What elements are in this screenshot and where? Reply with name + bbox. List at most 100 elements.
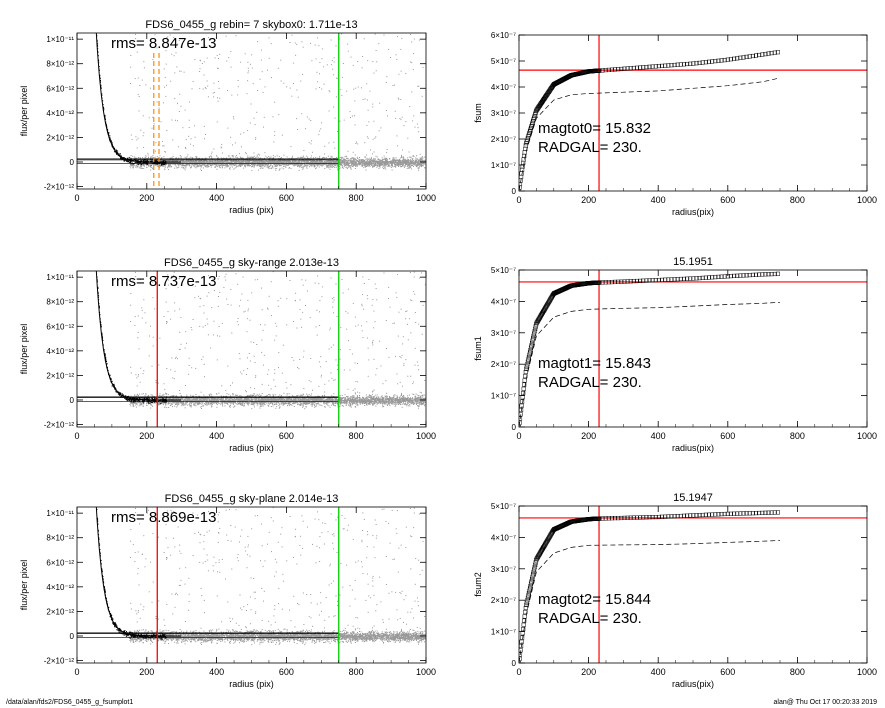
scatter-point	[265, 162, 267, 164]
scatter-point	[142, 404, 144, 406]
scatter-point	[351, 115, 353, 117]
scatter-point	[341, 33, 343, 35]
scatter-point	[290, 162, 292, 164]
scatter-point	[260, 160, 262, 161]
scatter-point	[364, 161, 366, 163]
square-point	[625, 66, 630, 71]
scatter-point	[208, 163, 210, 165]
scatter-point	[191, 161, 193, 163]
scatter-point	[341, 94, 343, 96]
scatter-point	[150, 166, 152, 167]
scatter-point	[234, 167, 236, 169]
scatter-point	[305, 162, 307, 164]
scatter-point	[164, 151, 166, 152]
scatter-point	[141, 168, 143, 170]
scatter-point	[140, 167, 142, 169]
scatter-point	[400, 162, 402, 165]
scatter-point	[282, 164, 284, 166]
scatter-point	[260, 165, 262, 167]
scatter-point	[249, 122, 251, 124]
scatter-point	[268, 57, 270, 59]
scatter-point	[306, 166, 308, 168]
scatter-point	[372, 159, 374, 161]
scatter-point	[151, 163, 153, 165]
square-point	[549, 85, 554, 91]
scatter-point	[347, 163, 349, 165]
scatter-point	[313, 157, 315, 159]
scatter-point	[346, 163, 348, 165]
scatter-point	[274, 168, 276, 170]
scatter-point	[411, 168, 413, 170]
scatter-point	[195, 162, 197, 164]
scatter-point	[336, 167, 338, 169]
scatter-point	[399, 118, 401, 119]
scatter-point	[211, 161, 213, 163]
scatter-point	[327, 159, 329, 161]
scatter-point	[175, 165, 177, 167]
scatter-point	[164, 166, 166, 168]
scatter-point	[328, 166, 330, 168]
square-point	[775, 50, 780, 55]
scatter-point	[178, 166, 180, 168]
scatter-point	[218, 58, 219, 59]
scatter-point	[203, 278, 205, 280]
scatter-point	[372, 106, 374, 108]
scatter-point	[263, 164, 265, 166]
scatter-point	[180, 164, 182, 166]
scatter-point	[141, 307, 143, 309]
scatter-point	[216, 168, 218, 170]
scatter-point	[149, 164, 151, 166]
scatter-point	[168, 160, 170, 162]
scatter-point	[288, 160, 290, 162]
scatter-point	[400, 70, 402, 72]
profile-point	[115, 149, 117, 151]
scatter-point	[176, 162, 178, 164]
scatter-point	[303, 166, 305, 168]
scatter-point	[415, 162, 417, 164]
scatter-point	[274, 160, 276, 162]
scatter-point	[227, 164, 229, 166]
scatter-point	[130, 167, 132, 169]
scatter-point	[148, 165, 150, 167]
scatter-point	[339, 161, 341, 163]
scatter-point	[148, 164, 149, 166]
scatter-point	[306, 165, 308, 167]
scatter-point	[349, 405, 351, 407]
profile-point	[119, 153, 121, 155]
scatter-point	[209, 156, 210, 158]
scatter-point	[253, 161, 255, 163]
scatter-point	[275, 165, 277, 167]
scatter-point	[285, 161, 287, 163]
scatter-point	[315, 164, 317, 166]
scatter-point	[366, 154, 368, 156]
scatter-point	[410, 156, 412, 158]
scatter-point	[266, 166, 268, 168]
scatter-point	[351, 160, 353, 161]
scatter-point	[383, 158, 385, 160]
scatter-point	[319, 73, 320, 75]
scatter-point	[166, 407, 168, 409]
scatter-point	[181, 160, 184, 162]
scatter-point	[286, 86, 288, 88]
scatter-point	[167, 36, 169, 38]
scatter-point	[337, 159, 339, 160]
scatter-point	[247, 70, 249, 72]
scatter-point	[200, 162, 203, 164]
scatter-point	[268, 369, 270, 371]
scatter-point	[337, 169, 339, 171]
scatter-point	[335, 164, 337, 166]
scatter-point	[379, 166, 381, 168]
scatter-point	[180, 155, 182, 157]
scatter-point	[317, 161, 318, 163]
scatter-point	[247, 163, 249, 165]
plot-frame	[518, 34, 868, 192]
scatter-point	[312, 164, 314, 166]
scatter-point	[282, 160, 284, 162]
scatter-point	[393, 159, 395, 161]
scatter-point	[358, 158, 360, 160]
scatter-point	[336, 78, 338, 79]
scatter-point	[376, 156, 378, 158]
scatter-point	[199, 164, 201, 166]
scatter-point	[353, 158, 355, 160]
scatter-point	[401, 37, 403, 39]
